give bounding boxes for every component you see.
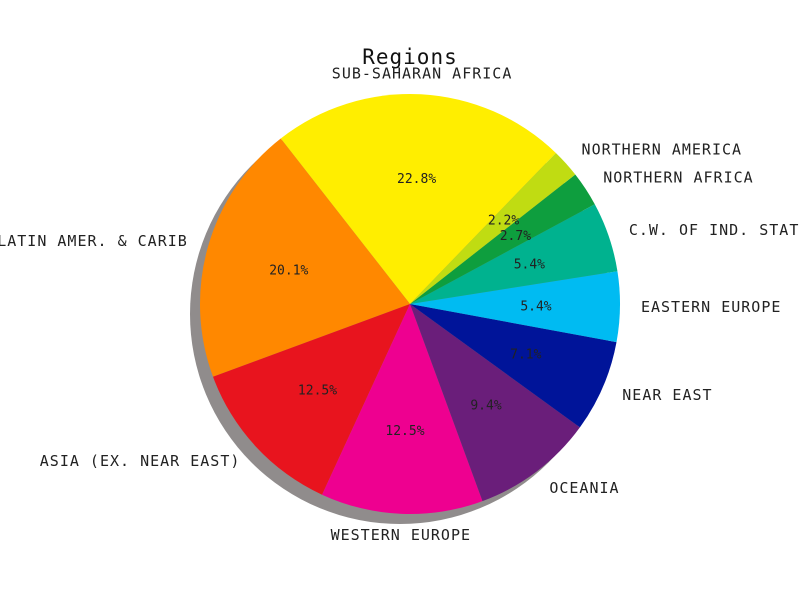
pie-category-label: NORTHERN AFRICA	[603, 168, 753, 186]
pie-percent-label: 12.5%	[298, 384, 337, 399]
pie-percent-label: 9.4%	[470, 398, 501, 413]
pie-category-label: NORTHERN AMERICA	[582, 140, 743, 158]
pie-slice-eastern-europe	[410, 271, 621, 343]
pie-slice-c-w-of-ind-states	[410, 204, 618, 304]
pie-slice-western-europe	[322, 304, 483, 514]
pie-percent-label: 20.1%	[269, 264, 308, 279]
pie-slice-sub-saharan-africa	[280, 93, 556, 304]
pie-slice-northern-america	[410, 152, 576, 304]
pie-category-label: OCEANIA	[549, 479, 619, 497]
pie-category-label: C.W. OF IND. STATES	[629, 221, 800, 239]
pie-percent-label: 5.4%	[520, 300, 551, 315]
pie-percent-label: 22.8%	[397, 172, 436, 187]
pie-percent-label: 2.2%	[488, 214, 519, 229]
pie-percent-label: 7.1%	[510, 348, 541, 363]
pie-category-label: SUB-SAHARAN AFRICA	[332, 64, 513, 82]
pie-category-label: ASIA (EX. NEAR EAST)	[40, 452, 241, 470]
chart-title: Regions	[362, 45, 458, 69]
pie-category-label: LATIN AMER. & CARIB	[0, 232, 188, 250]
pie-percent-label: 5.4%	[514, 258, 545, 273]
pie-slice-latin-amer-carib	[199, 138, 410, 377]
pie-category-label: EASTERN EUROPE	[641, 298, 781, 316]
pie-slice-northern-africa	[410, 174, 595, 304]
pie-slice-asia-ex-near-east	[213, 304, 410, 495]
pie-slice-near-east	[410, 304, 617, 428]
pie-category-label: NEAR EAST	[622, 386, 712, 404]
pie-category-label: WESTERN EUROPE	[331, 526, 471, 544]
pie-percent-label: 12.5%	[385, 424, 424, 439]
pie-labels: 22.8% SUB-SAHARAN AFRICA 20.1% LATIN AMER. …	[0, 64, 800, 544]
pie-slice-oceania	[410, 304, 580, 502]
pie-percent-label: 2.7%	[500, 229, 531, 244]
pie-slices	[199, 93, 621, 514]
